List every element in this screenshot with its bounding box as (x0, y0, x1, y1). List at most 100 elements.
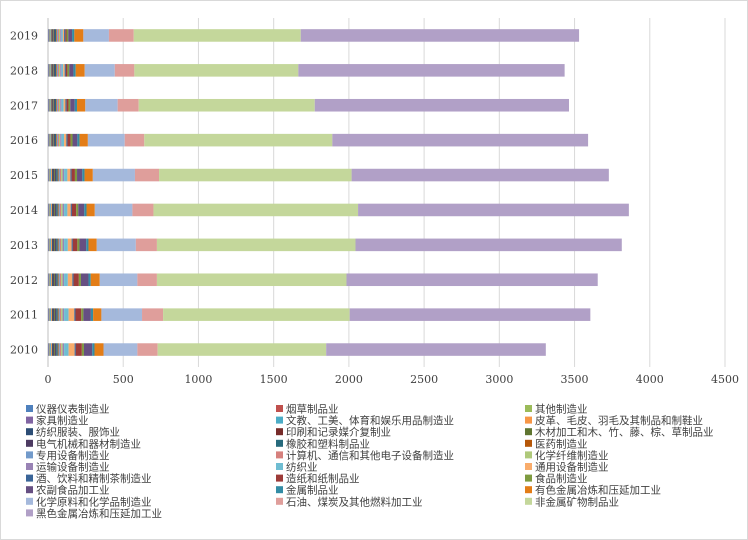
bar-segment (58, 308, 60, 321)
bar-segment (83, 29, 109, 42)
bar-segment (61, 29, 63, 42)
bar-segment (53, 64, 54, 77)
bar-segment (156, 238, 356, 252)
bar-segment (53, 133, 55, 147)
legend-swatch (26, 474, 33, 482)
bar-segment (48, 238, 49, 252)
bar-segment (137, 273, 157, 287)
bar-segment (53, 98, 54, 112)
bar-segment (157, 343, 327, 356)
bar-segment (56, 133, 57, 147)
x-tick-label: 3500 (561, 373, 589, 386)
legend-swatch (525, 416, 532, 424)
bar-segment (64, 64, 66, 77)
legend-label: 金属制品业 (286, 484, 339, 497)
bar-segment (48, 308, 49, 321)
bar-segment (50, 133, 52, 147)
x-tick-label: 4000 (636, 373, 664, 386)
bar-segment (58, 238, 60, 252)
bar-segment (94, 203, 133, 217)
bar-segment (50, 203, 52, 217)
legend-swatch (276, 405, 283, 412)
bar-segment (67, 238, 72, 252)
bar-segment (57, 133, 59, 147)
bar-segment (70, 98, 75, 112)
bar-segment (55, 238, 57, 252)
bar-segment (142, 308, 164, 321)
bar-segment (79, 238, 87, 252)
bar-segment (53, 308, 55, 321)
bar-segment (90, 308, 94, 321)
bar-segment (50, 273, 52, 287)
bar-segment (62, 238, 65, 252)
bar-segment (53, 133, 54, 147)
legend-label: 医药制造业 (535, 437, 588, 450)
legend-swatch (26, 509, 33, 517)
bar-segment (64, 29, 66, 42)
bar-segment (156, 273, 347, 287)
bar-segment (80, 273, 89, 287)
x-tick-label: 1000 (184, 373, 212, 386)
bar-segment (49, 133, 51, 147)
y-tick-label: 2012 (10, 274, 38, 287)
bar-segment (64, 203, 68, 217)
bar-segment (70, 133, 73, 147)
bar-segment (51, 343, 53, 356)
bar-segment (76, 203, 79, 217)
bar-segment (53, 29, 54, 42)
legend-swatch (26, 405, 33, 412)
bar-segment (64, 168, 68, 182)
bar-segment (52, 238, 54, 252)
bar-segment (62, 203, 65, 217)
bar-segment (57, 273, 59, 287)
bar-segment (74, 308, 76, 321)
y-tick-label: 2019 (10, 29, 38, 42)
bar-segment (88, 238, 97, 252)
bar-segment (133, 29, 301, 42)
bar-segment (52, 343, 54, 356)
bar-segment (69, 64, 74, 77)
bar-segment (51, 29, 53, 42)
bar-segment (64, 133, 67, 147)
bar-segment (64, 273, 68, 287)
bar-segment (49, 343, 50, 356)
bar-segment (159, 168, 352, 182)
bar-segment (58, 343, 60, 356)
bar-segment (48, 64, 49, 77)
bar-segment (300, 29, 580, 42)
bar-segment (54, 308, 56, 321)
bar-segment (52, 168, 54, 182)
bars (48, 29, 629, 356)
bar-segment (78, 203, 85, 217)
bar-segment (60, 133, 62, 147)
bar-segment (56, 29, 58, 42)
bar-segment (49, 168, 51, 182)
bar-segment (58, 64, 61, 77)
bar-segment (53, 343, 55, 356)
bar-segment (53, 238, 55, 252)
legend-swatch (525, 474, 532, 482)
legend-swatch (525, 486, 532, 494)
bar-segment (49, 273, 50, 287)
legend-label: 石油、煤炭及其他燃料加工业 (286, 495, 423, 508)
bar-segment (57, 29, 59, 42)
bar-segment (56, 203, 58, 217)
legend-label: 计算机、通信和其他电子设备制造业 (286, 449, 454, 462)
legend-swatch (26, 439, 33, 447)
bar-segment (144, 133, 333, 147)
bar-segment (326, 343, 546, 356)
bar-segment (74, 29, 84, 42)
bar-segment (70, 203, 72, 217)
bar-segment (74, 98, 78, 112)
bar-segment (54, 29, 57, 42)
bar-segment (55, 203, 57, 217)
bar-segment (48, 273, 49, 287)
bar-segment (59, 308, 62, 321)
bar-segment (64, 343, 69, 356)
bar-segment (53, 203, 55, 217)
bar-segment (85, 98, 118, 112)
bar-segment (86, 203, 95, 217)
bar-segment (93, 308, 102, 321)
bar-segment (101, 308, 143, 321)
legend-label: 家具制造业 (36, 414, 89, 427)
